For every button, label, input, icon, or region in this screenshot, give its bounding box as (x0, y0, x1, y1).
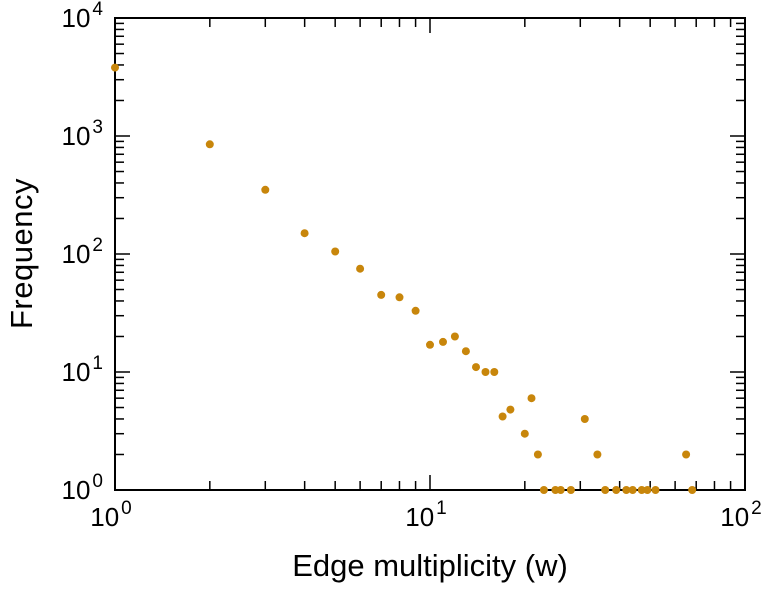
data-point (395, 293, 404, 302)
data-point (682, 450, 691, 459)
data-point (612, 486, 621, 494)
data-point (472, 363, 480, 372)
data-point (300, 229, 309, 238)
data-point (450, 332, 459, 341)
data-point (205, 140, 214, 149)
data-point (481, 368, 490, 376)
data-point (566, 486, 575, 494)
y-tick-label: 10 4 (62, 0, 104, 33)
data-point (520, 429, 529, 438)
x-tick-label: 10 0 (90, 498, 132, 532)
data-point (593, 450, 602, 459)
data-point (111, 63, 119, 72)
data-point (556, 486, 565, 494)
data-point (490, 368, 499, 376)
data-point (643, 486, 652, 494)
data-point (628, 486, 637, 494)
y-tick-label: 10 0 (62, 471, 104, 505)
y-tick-label: 10 3 (62, 117, 104, 151)
data-point (461, 347, 470, 356)
data-point (688, 486, 697, 494)
data-point (331, 247, 340, 256)
data-point (498, 412, 507, 421)
x-axis-label: Edge multiplicity (w) (292, 548, 568, 583)
y-axis-label: Frequency (4, 178, 39, 330)
y-tick-label: 10 2 (62, 235, 104, 269)
data-point (533, 450, 542, 459)
data-point (439, 337, 447, 346)
data-point (377, 290, 386, 299)
data-point (651, 486, 660, 494)
x-tick-label: 10 2 (720, 498, 762, 532)
data-point (411, 306, 420, 315)
data-point (539, 486, 548, 494)
data-point (637, 486, 646, 494)
data-point (622, 486, 631, 494)
y-tick-label: 10 1 (62, 353, 104, 387)
data-point (261, 185, 270, 194)
x-tick-label: 10 1 (405, 498, 447, 532)
data-point (356, 264, 365, 273)
data-point (527, 394, 536, 403)
data-point (601, 486, 610, 494)
plot-frame (114, 17, 746, 491)
data-point (506, 405, 515, 414)
data-point (580, 415, 589, 423)
data-point (426, 340, 434, 349)
